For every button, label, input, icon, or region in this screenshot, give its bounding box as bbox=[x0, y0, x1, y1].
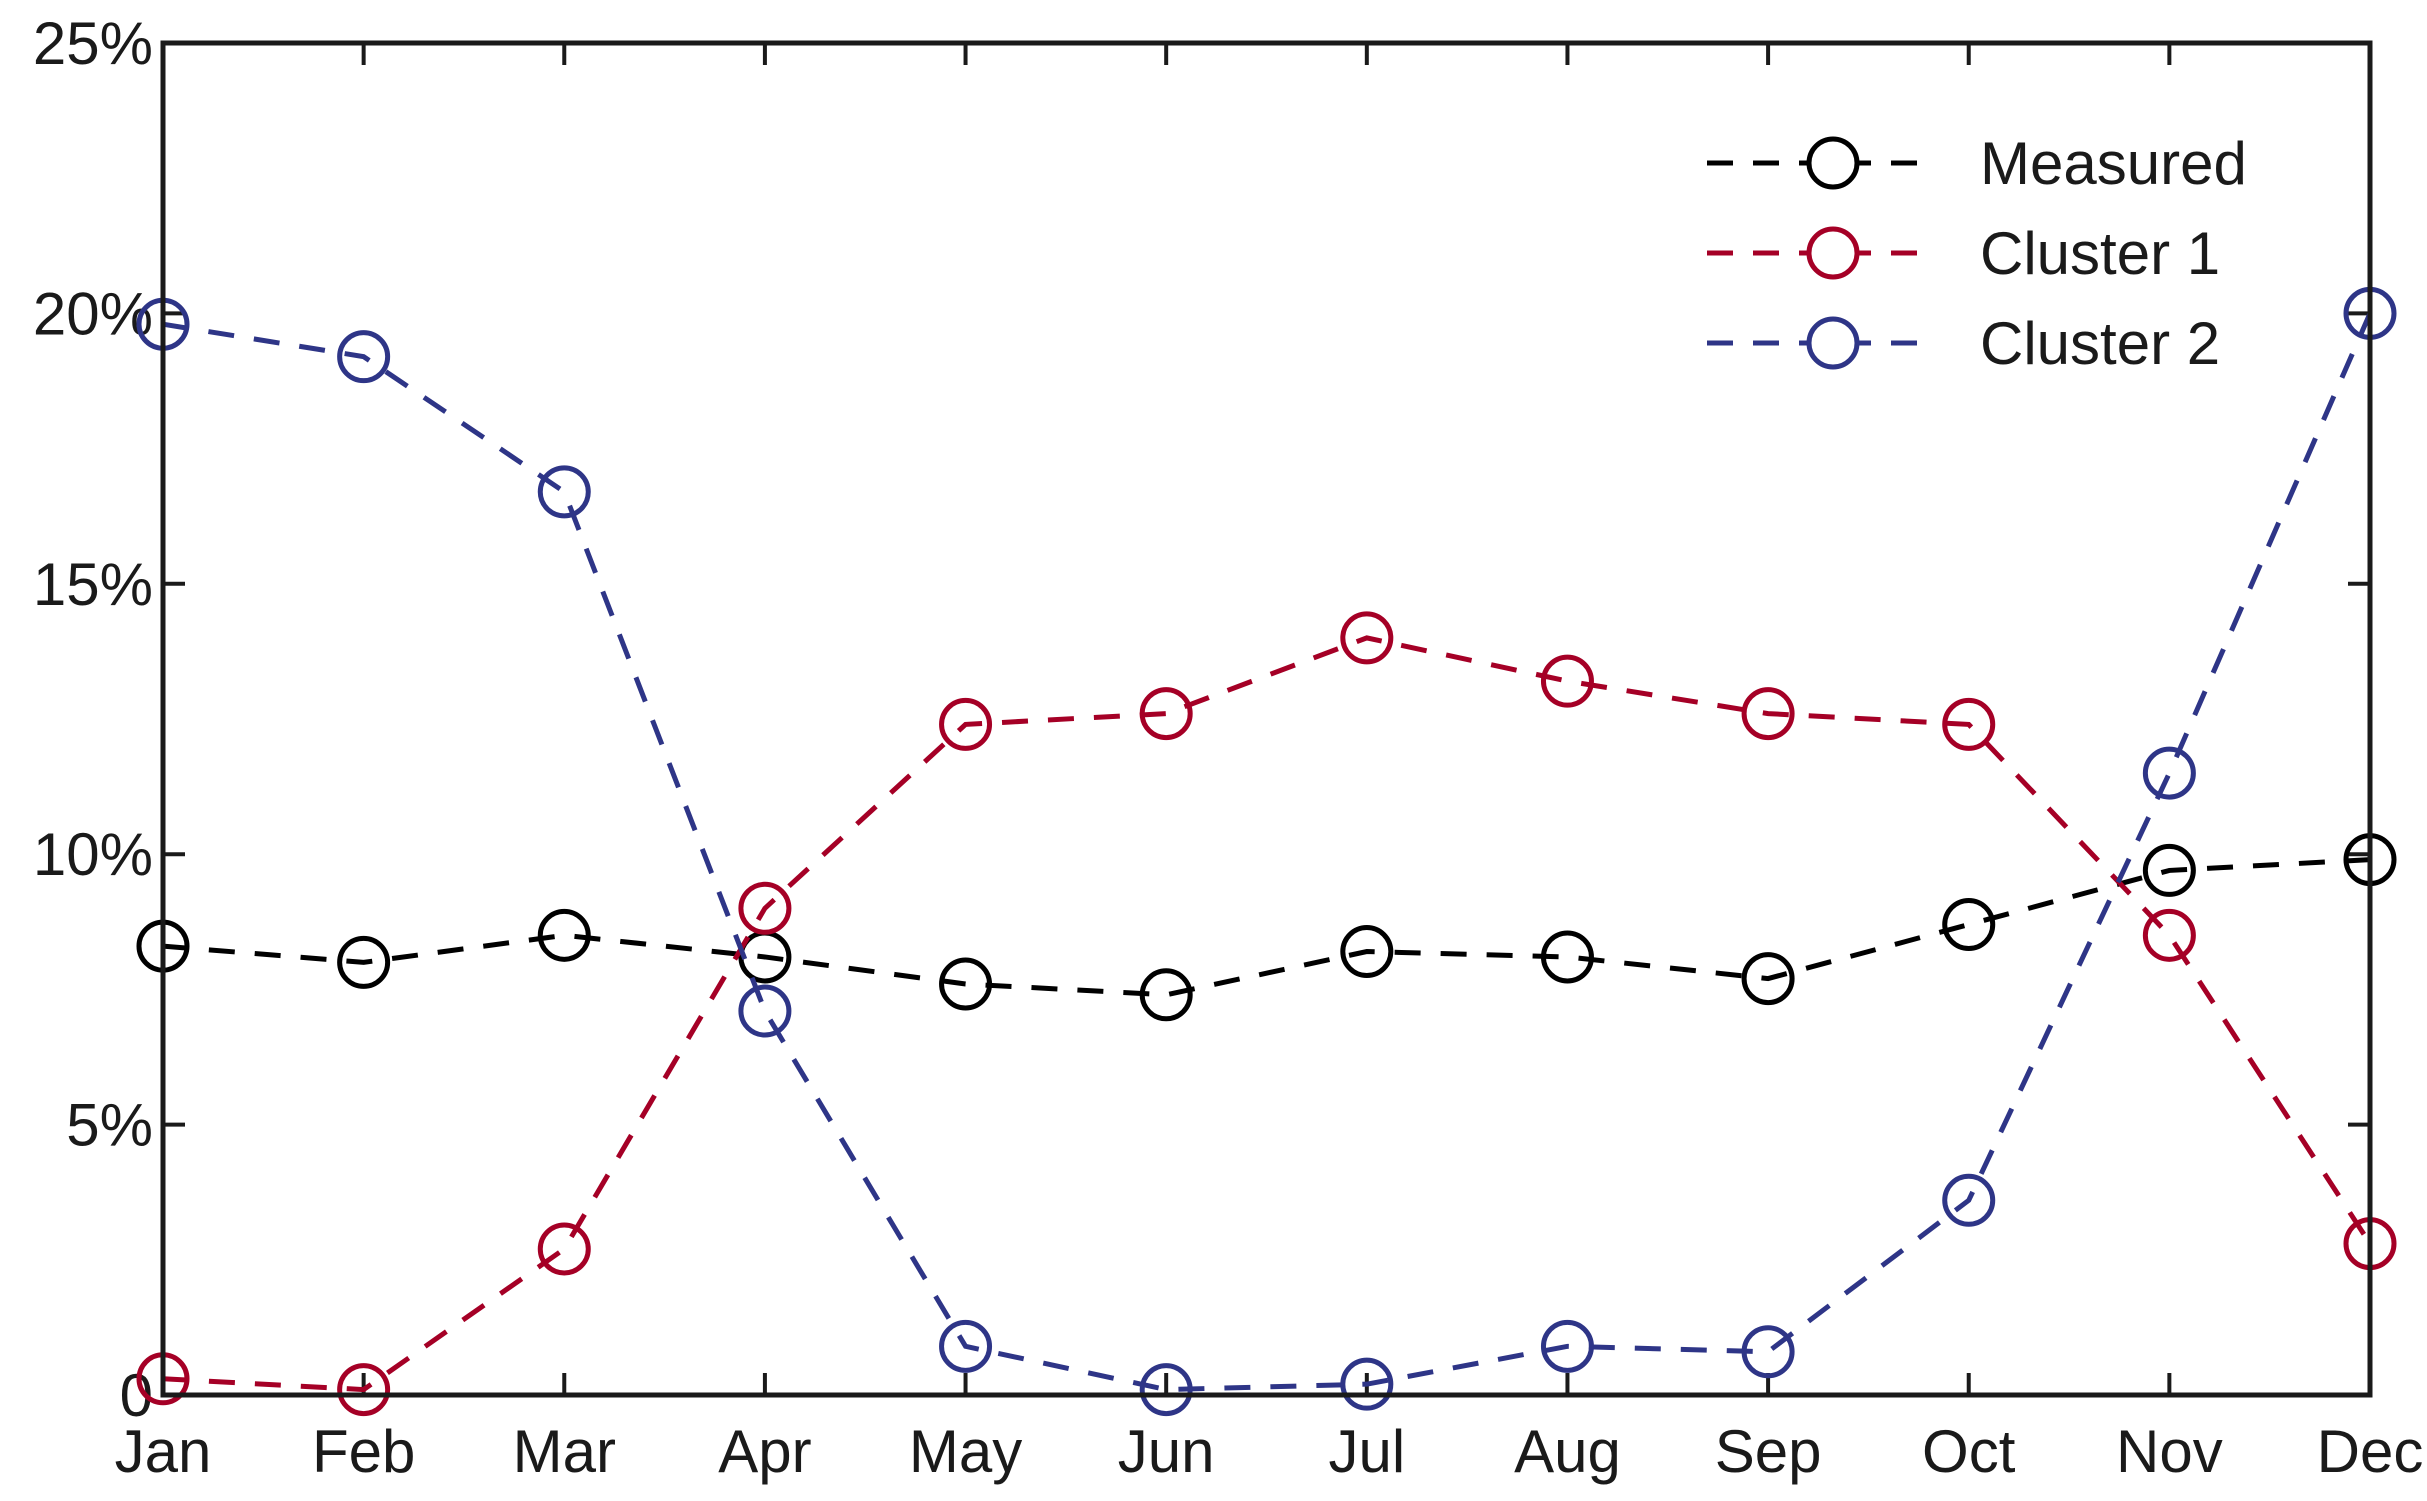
data-point-marker bbox=[537, 908, 591, 962]
data-point-marker bbox=[738, 881, 792, 935]
data-point-marker bbox=[1741, 952, 1795, 1006]
series-line bbox=[162, 857, 2371, 998]
data-point-marker bbox=[337, 330, 391, 384]
x-tick-label: Jul bbox=[1328, 1418, 1405, 1485]
y-axis-ticks: 05%10%15%20%25% bbox=[33, 10, 2370, 1429]
data-point-marker bbox=[1340, 1357, 1394, 1411]
x-tick-label: Jan bbox=[115, 1418, 212, 1485]
data-point-marker bbox=[1340, 611, 1394, 665]
legend-marker bbox=[1806, 136, 1860, 190]
data-point-marker bbox=[1942, 898, 1996, 952]
series-cluster-2 bbox=[136, 286, 2397, 1417]
data-point-marker bbox=[1139, 687, 1193, 741]
y-tick-label: 20% bbox=[33, 280, 153, 347]
data-point-marker bbox=[738, 984, 792, 1038]
data-point-marker bbox=[337, 935, 391, 989]
x-tick-label: Sep bbox=[1715, 1418, 1822, 1485]
x-tick-label: Dec bbox=[2317, 1418, 2424, 1485]
legend-marker bbox=[1806, 316, 1860, 370]
series-layer bbox=[136, 286, 2397, 1417]
data-point-marker bbox=[1741, 1325, 1795, 1379]
plot-area-frame bbox=[160, 40, 2373, 1398]
data-point-marker bbox=[537, 465, 591, 519]
y-tick-label: 10% bbox=[33, 821, 153, 888]
x-tick-label: Oct bbox=[1922, 1418, 2016, 1485]
legend-label: Cluster 1 bbox=[1980, 220, 2220, 287]
x-tick-label: Feb bbox=[312, 1418, 415, 1485]
data-point-marker bbox=[1540, 654, 1594, 708]
x-tick-label: Jun bbox=[1118, 1418, 1215, 1485]
legend: Measured Cluster 1 Cluster 2 bbox=[1707, 130, 2247, 377]
x-tick-label: Mar bbox=[513, 1418, 616, 1485]
data-point-marker bbox=[537, 1222, 591, 1276]
series-cluster-1 bbox=[136, 611, 2397, 1417]
data-point-marker bbox=[939, 1319, 993, 1373]
x-tick-label: Apr bbox=[718, 1418, 811, 1485]
data-point-marker bbox=[939, 697, 993, 751]
x-axis-ticks: Jan Feb Mar Apr May Jun Jul Aug Sep Oct Nov Dec bbox=[115, 43, 2424, 1485]
legend-label: Cluster 2 bbox=[1980, 310, 2220, 377]
data-point-marker bbox=[1139, 1363, 1193, 1417]
series-line bbox=[162, 635, 2373, 1393]
x-tick-label: Aug bbox=[1514, 1418, 1621, 1485]
series-measured bbox=[136, 833, 2397, 1022]
y-tick-label: 25% bbox=[33, 10, 153, 77]
data-point-marker bbox=[2142, 843, 2196, 897]
data-point-marker bbox=[1942, 1173, 1996, 1227]
data-point-marker bbox=[1540, 930, 1594, 984]
y-tick-label: 5% bbox=[66, 1092, 153, 1159]
x-tick-label: May bbox=[909, 1418, 1022, 1485]
legend-marker bbox=[1806, 226, 1860, 280]
data-point-marker bbox=[1340, 925, 1394, 979]
series-line bbox=[162, 312, 2373, 1393]
x-tick-label: Nov bbox=[2116, 1418, 2223, 1485]
data-point-marker bbox=[2142, 746, 2196, 800]
legend-label: Measured bbox=[1980, 130, 2247, 197]
data-point-marker bbox=[1741, 687, 1795, 741]
legend-item: Cluster 2 bbox=[1707, 310, 2220, 377]
legend-item: Cluster 1 bbox=[1707, 220, 2220, 287]
data-point-marker bbox=[1942, 697, 1996, 751]
data-point-marker bbox=[1540, 1319, 1594, 1373]
legend-item: Measured bbox=[1707, 130, 2247, 197]
data-point-marker bbox=[2142, 908, 2196, 962]
data-point-marker bbox=[939, 957, 993, 1011]
data-point-marker bbox=[337, 1363, 391, 1417]
y-tick-label: 15% bbox=[33, 551, 153, 618]
data-point-marker bbox=[1139, 968, 1193, 1022]
